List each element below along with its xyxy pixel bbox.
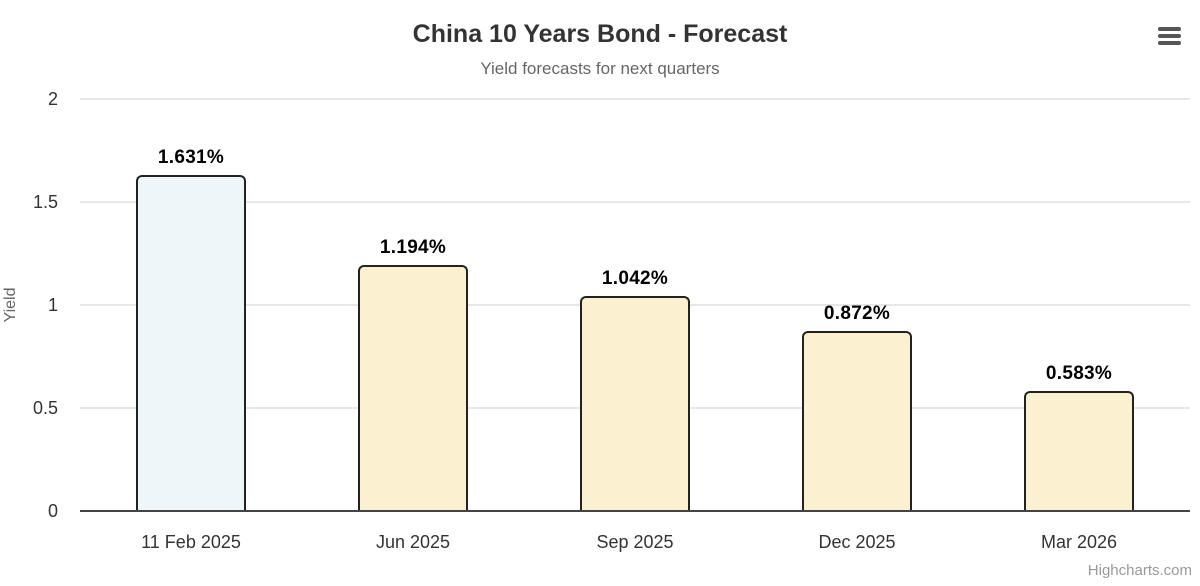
hamburger-bar: [1158, 41, 1181, 45]
x-axis-category-label: Dec 2025: [818, 532, 896, 552]
chart-subtitle: Yield forecasts for next quarters: [480, 59, 720, 78]
bar[interactable]: [136, 175, 246, 511]
y-axis-tick-label: 0.5: [32, 398, 58, 418]
hamburger-bar: [1158, 27, 1181, 31]
y-axis-tick-label: 1: [47, 295, 58, 315]
hamburger-bar: [1158, 34, 1181, 38]
bar[interactable]: [580, 296, 690, 511]
x-axis-category-label: Jun 2025: [375, 532, 451, 552]
bar-data-label: 1.042%: [601, 268, 669, 290]
x-axis-line: [80, 510, 1190, 512]
gridline: [80, 98, 1190, 100]
hamburger-menu-icon[interactable]: [1158, 27, 1181, 45]
y-axis-tick-label: 1.5: [32, 192, 58, 212]
bar-data-label: 1.631%: [157, 147, 225, 168]
bar[interactable]: [802, 331, 912, 511]
gridline: [80, 201, 1190, 203]
x-axis-category-label: Sep 2025: [596, 532, 674, 552]
x-axis-category-label: Mar 2026: [1040, 532, 1118, 552]
highcharts-credit[interactable]: Highcharts.com: [1087, 562, 1192, 579]
y-axis-tick-label: 0: [47, 501, 58, 521]
bar-data-label: 0.583%: [1045, 362, 1113, 384]
bar[interactable]: [1024, 390, 1134, 511]
bar-data-label: 1.194%: [379, 237, 447, 259]
bar[interactable]: [358, 265, 468, 511]
bar-data-label: 0.872%: [823, 303, 891, 325]
y-axis-tick-label: 2: [47, 89, 58, 109]
y-axis-title: Yield: [2, 287, 19, 323]
x-axis-category-label: 11 Feb 2025: [141, 532, 241, 552]
chart-title: China 10 Years Bond - Forecast: [412, 20, 788, 48]
